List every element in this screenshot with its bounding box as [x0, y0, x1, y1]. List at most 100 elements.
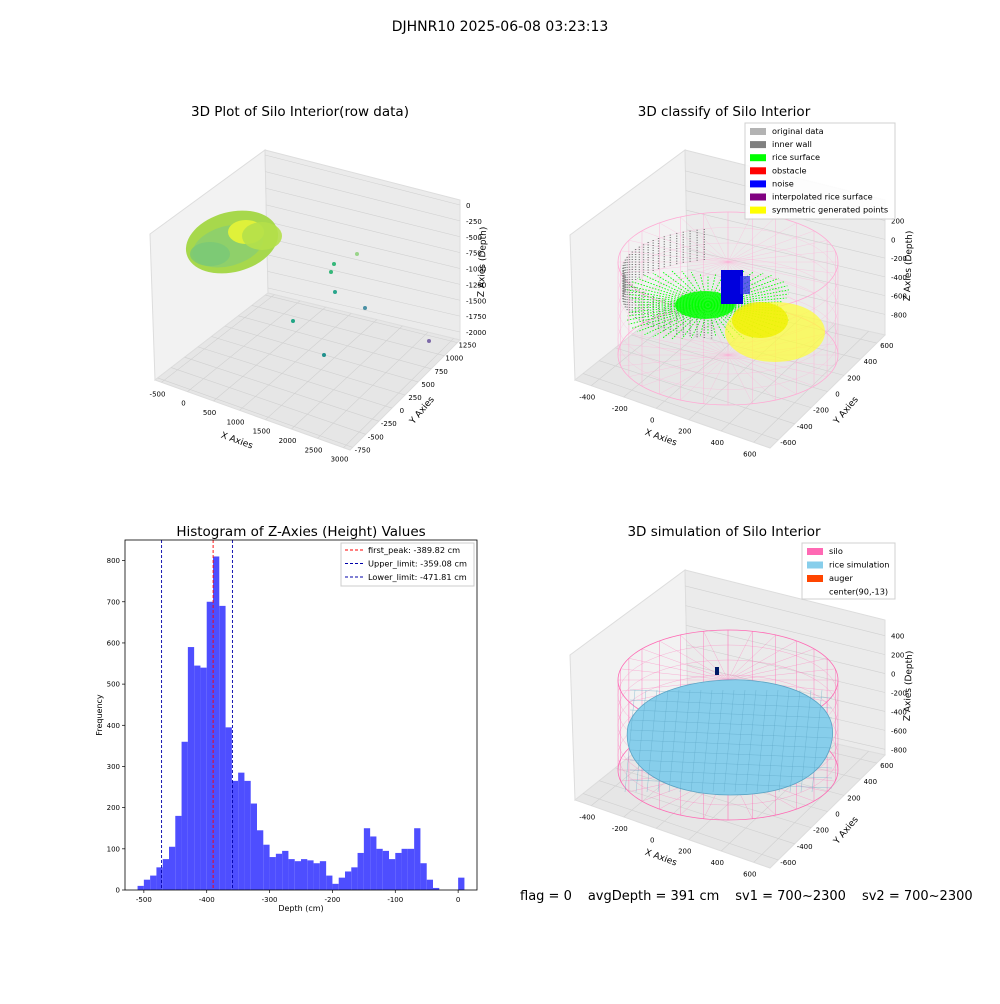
sim-x-label: X Axies [643, 848, 678, 869]
z-tick-label: 0 [891, 671, 895, 679]
y-tick-label: 750 [435, 368, 448, 376]
hist-bar [313, 863, 320, 890]
hist-x-tick-label: -300 [262, 896, 278, 904]
legend-swatch [807, 561, 823, 569]
cls-symmetric-points [725, 302, 825, 362]
hist-x-tick-label: -100 [387, 896, 403, 904]
hist-bar [351, 867, 358, 890]
hist-bar [458, 877, 465, 890]
hist-bar [250, 803, 257, 890]
sim-legend: silo rice simulation auger center(90,-13) [801, 542, 896, 600]
legend-swatch [807, 575, 823, 582]
z-tick-label: 200 [891, 218, 904, 226]
footer-sv1: sv1 = 700~2300 [735, 889, 846, 904]
legend-swatch [750, 180, 766, 188]
hist-legend-label: Lower_limit: -471.81 cm [368, 572, 467, 582]
x-tick-label: 600 [743, 870, 756, 878]
hist-bar [382, 850, 389, 890]
hist-x-tick-label: -400 [199, 896, 215, 904]
x-tick-label: 200 [678, 428, 691, 436]
panel-raw-title: 3D Plot of Silo Interior(row data) [191, 104, 409, 120]
legend-label: interpolated rice surface [772, 192, 873, 202]
x-tick-label: 0 [650, 836, 654, 844]
hist-y-tick-label: 200 [107, 804, 120, 812]
y-tick-label: -600 [780, 859, 796, 867]
raw-pane-floor [153, 292, 461, 451]
legend-swatch [807, 548, 823, 555]
hist-bar [244, 780, 251, 890]
x-tick-label: -400 [579, 814, 595, 822]
z-tick-label: -600 [891, 727, 907, 735]
y-tick-label: 1250 [458, 342, 476, 350]
hist-bar [150, 875, 157, 890]
hist-bar [143, 879, 151, 890]
legend-label: obstacle [772, 165, 807, 175]
z-tick-label: 0 [891, 236, 895, 244]
hist-bar [414, 828, 421, 890]
z-tick-label: 0 [466, 202, 470, 210]
x-tick-label: 200 [678, 848, 691, 856]
hist-title: Histogram of Z-Axies (Height) Values [176, 524, 425, 540]
hist-bar [426, 879, 433, 890]
hist-y-tick-label: 700 [107, 598, 120, 606]
hist-y-tick-label: 100 [107, 845, 120, 853]
cls-z-ticks: 200 0 -200 -400 -600 -800 [891, 218, 907, 320]
hist-bar [282, 850, 289, 890]
legend-swatch [750, 154, 766, 162]
legend-label: rice surface [772, 152, 820, 162]
hist-bar [263, 844, 270, 890]
footer-avg-depth: avgDepth = 391 cm [587, 889, 720, 904]
x-tick-label: 1000 [227, 418, 245, 426]
hist-bar [231, 780, 239, 890]
legend-swatch [750, 141, 766, 149]
hist-y-label: Frequency [95, 694, 104, 736]
x-tick-label: 600 [743, 450, 756, 458]
figure-suptitle: DJHNR10 2025-06-08 03:23:13 [392, 19, 609, 35]
z-tick-label: -400 [891, 708, 907, 716]
y-tick-label: -200 [813, 407, 829, 415]
panel-histogram: Histogram of Z-Axies (Height) Values -50… [95, 524, 478, 913]
hist-x-tick-label: -500 [136, 896, 152, 904]
raw-gridlines [157, 154, 461, 448]
legend-label: original data [772, 126, 824, 136]
legend-swatch [750, 193, 766, 201]
hist-bar [370, 836, 377, 890]
y-tick-label: 0 [835, 811, 839, 819]
z-tick-label: -200 [891, 255, 907, 263]
y-tick-label: 400 [864, 358, 877, 366]
raw-outlier-points [291, 252, 431, 357]
z-tick-label: -250 [466, 218, 482, 226]
footer-flag: flag = 0 [520, 889, 572, 904]
hist-legend-label: Upper_limit: -359.08 cm [368, 559, 467, 569]
legend-label: inner wall [772, 139, 812, 149]
legend-swatch [750, 167, 766, 175]
y-tick-label: -400 [797, 843, 813, 851]
cls-x-ticks: -400 -200 0 200 400 600 [579, 394, 756, 459]
x-tick-label: -400 [579, 394, 595, 402]
z-tick-label: -400 [891, 274, 907, 282]
z-tick-label: -1750 [466, 313, 486, 321]
x-tick-label: -200 [612, 405, 628, 413]
hist-bar [407, 848, 415, 890]
hist-bar [363, 828, 371, 890]
hist-y-tick-label: 400 [107, 722, 120, 730]
hist-bar [294, 861, 301, 890]
y-tick-label: 200 [847, 374, 860, 382]
x-tick-label: -200 [612, 825, 628, 833]
legend-label: center(90,-13) [829, 587, 888, 597]
cls-silo-wireframe [617, 211, 839, 406]
z-tick-label: -800 [891, 746, 907, 754]
hist-bar [395, 852, 402, 890]
z-tick-label: 400 [891, 633, 904, 641]
cls-y-label: Y Axies [832, 395, 861, 427]
z-tick-label: -1500 [466, 297, 486, 305]
sim-y-label: Y Axies [832, 815, 861, 847]
legend-label: symmetric generated points [772, 205, 888, 215]
y-tick-label: 400 [864, 778, 877, 786]
hist-bar [269, 857, 276, 890]
footer-sv2: sv2 = 700~2300 [861, 889, 973, 904]
hist-y-tick-label: 500 [107, 681, 120, 689]
hist-bar [181, 741, 188, 890]
